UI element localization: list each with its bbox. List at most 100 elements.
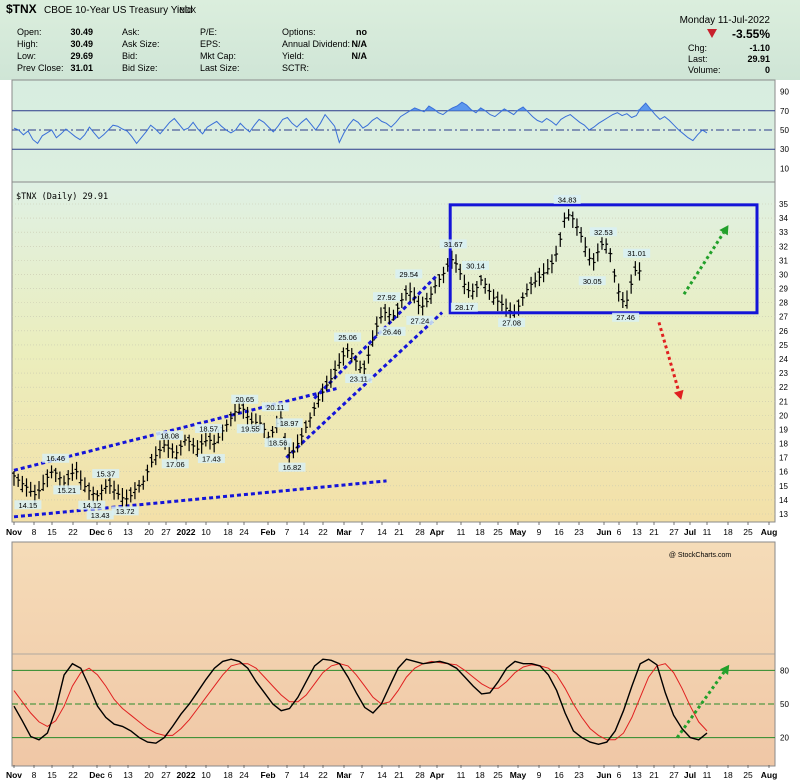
price-bar — [366, 345, 371, 364]
price-tick-label: 14 — [779, 496, 788, 505]
price-bar — [316, 392, 321, 408]
price-bar — [291, 442, 296, 459]
col5-label: Volume: — [688, 65, 721, 75]
price-label: 15.21 — [53, 485, 81, 495]
x-tick-label: 18 — [223, 527, 233, 537]
price-bar — [391, 309, 396, 321]
price-tick-label: 35 — [779, 200, 788, 209]
col2-label: Bid: — [122, 51, 138, 61]
col1-value: 30.49 — [70, 27, 93, 37]
x-tick-label: 13 — [123, 770, 133, 780]
price-label-bg — [111, 506, 139, 516]
price-bar — [370, 330, 375, 347]
x-tick-label: 16 — [554, 770, 564, 780]
price-label: 29.54 — [395, 269, 423, 279]
price-bar — [182, 434, 187, 446]
price-label-bg — [195, 424, 223, 434]
price-label-text: 17.06 — [166, 460, 185, 469]
x-tick-label: 2022 — [177, 770, 196, 780]
price-label-text: 29.54 — [399, 270, 418, 279]
price-label-bg — [450, 302, 478, 312]
price-label: 34.83 — [553, 194, 581, 204]
x-tick-label: 27 — [161, 770, 171, 780]
x-tick-label: 6 — [108, 770, 113, 780]
price-bar — [604, 238, 609, 254]
x-tick-label: 27 — [669, 770, 679, 780]
price-tick-label: 24 — [779, 355, 788, 364]
x-tick-label: 23 — [574, 527, 584, 537]
red-arrow-icon-head — [673, 389, 684, 400]
price-label: 13.43 — [86, 510, 114, 520]
price-bar — [87, 482, 92, 500]
header-col1: Open: 30.49 High: 30.49 Low: 29.69 Prev … — [17, 27, 93, 73]
price-bar — [412, 287, 417, 304]
price-bar — [433, 279, 438, 294]
price-bar — [599, 237, 604, 250]
price-bar — [520, 292, 525, 306]
x-tick-label: 27 — [669, 527, 679, 537]
price-label-text: 14.12 — [82, 501, 101, 510]
price-bar — [195, 440, 200, 457]
price-label: 17.43 — [197, 454, 225, 464]
price-label-text: 28.17 — [455, 303, 474, 312]
x-tick-label: 14 — [377, 770, 387, 780]
price-label-bg — [86, 510, 114, 520]
price-label-text: 26.46 — [383, 327, 402, 336]
price-x-axis: Nov 8 15 22 Dec 6 13 20 27 2022 10 18 24 Feb 7 14 22 Mar 7… — [6, 522, 777, 537]
col4-value: no — [356, 27, 367, 37]
price-label: 31.01 — [623, 248, 651, 258]
price-label-text: 16.46 — [46, 454, 65, 463]
price-tick-label: 21 — [779, 397, 788, 406]
price-bar — [170, 443, 175, 459]
x-tick-label: Mar — [336, 527, 352, 537]
x-tick-label: 11 — [457, 770, 466, 780]
x-tick-label: 18 — [475, 770, 485, 780]
price-label-bg — [275, 418, 303, 428]
price-label: 17.06 — [161, 459, 189, 469]
price-label-text: 30.05 — [583, 277, 602, 286]
price-label-bg — [42, 453, 70, 463]
price-label-text: 34.83 — [558, 195, 577, 204]
x-tick-label: Dec — [89, 527, 105, 537]
price-bar — [387, 307, 392, 325]
x-tick-label: 11 — [457, 527, 466, 537]
x-tick-label: 21 — [394, 770, 404, 780]
price-bar — [270, 426, 275, 438]
header-col3: P/E: EPS: Mkt Cap: Last Size: — [200, 27, 240, 73]
rsi-tick-label: 70 — [780, 107, 789, 116]
price-bar — [420, 296, 425, 316]
x-tick-label: 7 — [285, 770, 290, 780]
price-label-text: 31.67 — [444, 240, 463, 249]
price-label: 15.37 — [92, 469, 120, 479]
x-tick-label: Aug — [761, 770, 778, 780]
price-bar — [178, 440, 183, 456]
x-tick-label: 25 — [493, 770, 503, 780]
x-tick-label: 13 — [123, 527, 133, 537]
x-tick-label: 9 — [537, 527, 542, 537]
stoch-fast-line — [13, 658, 708, 746]
price-bar — [470, 283, 475, 300]
price-bar — [495, 291, 500, 312]
price-bar — [41, 474, 46, 491]
price-bar — [78, 470, 83, 490]
price-label-bg — [161, 459, 189, 469]
rsi-tick-label: 10 — [780, 164, 789, 173]
x-tick-label: 11 — [703, 527, 712, 537]
price-label-text: 19.55 — [241, 425, 260, 434]
price-label-bg — [378, 326, 406, 336]
price-tick-label: 28 — [779, 299, 788, 308]
price-bar — [541, 263, 546, 283]
col2-label: Bid Size: — [122, 63, 158, 73]
rsi-overbought-fill — [14, 102, 707, 111]
price-label-bg — [261, 402, 289, 412]
price-bar — [620, 292, 625, 309]
header: $TNX CBOE 10-Year US Treasury Yield INDX… — [0, 0, 800, 80]
price-bar — [157, 440, 162, 459]
trendline — [285, 311, 444, 459]
price-bar — [337, 353, 342, 369]
price-bar — [566, 209, 571, 221]
price-bar — [533, 272, 538, 288]
price-bar — [320, 383, 325, 402]
x-tick-label: 13 — [632, 527, 642, 537]
